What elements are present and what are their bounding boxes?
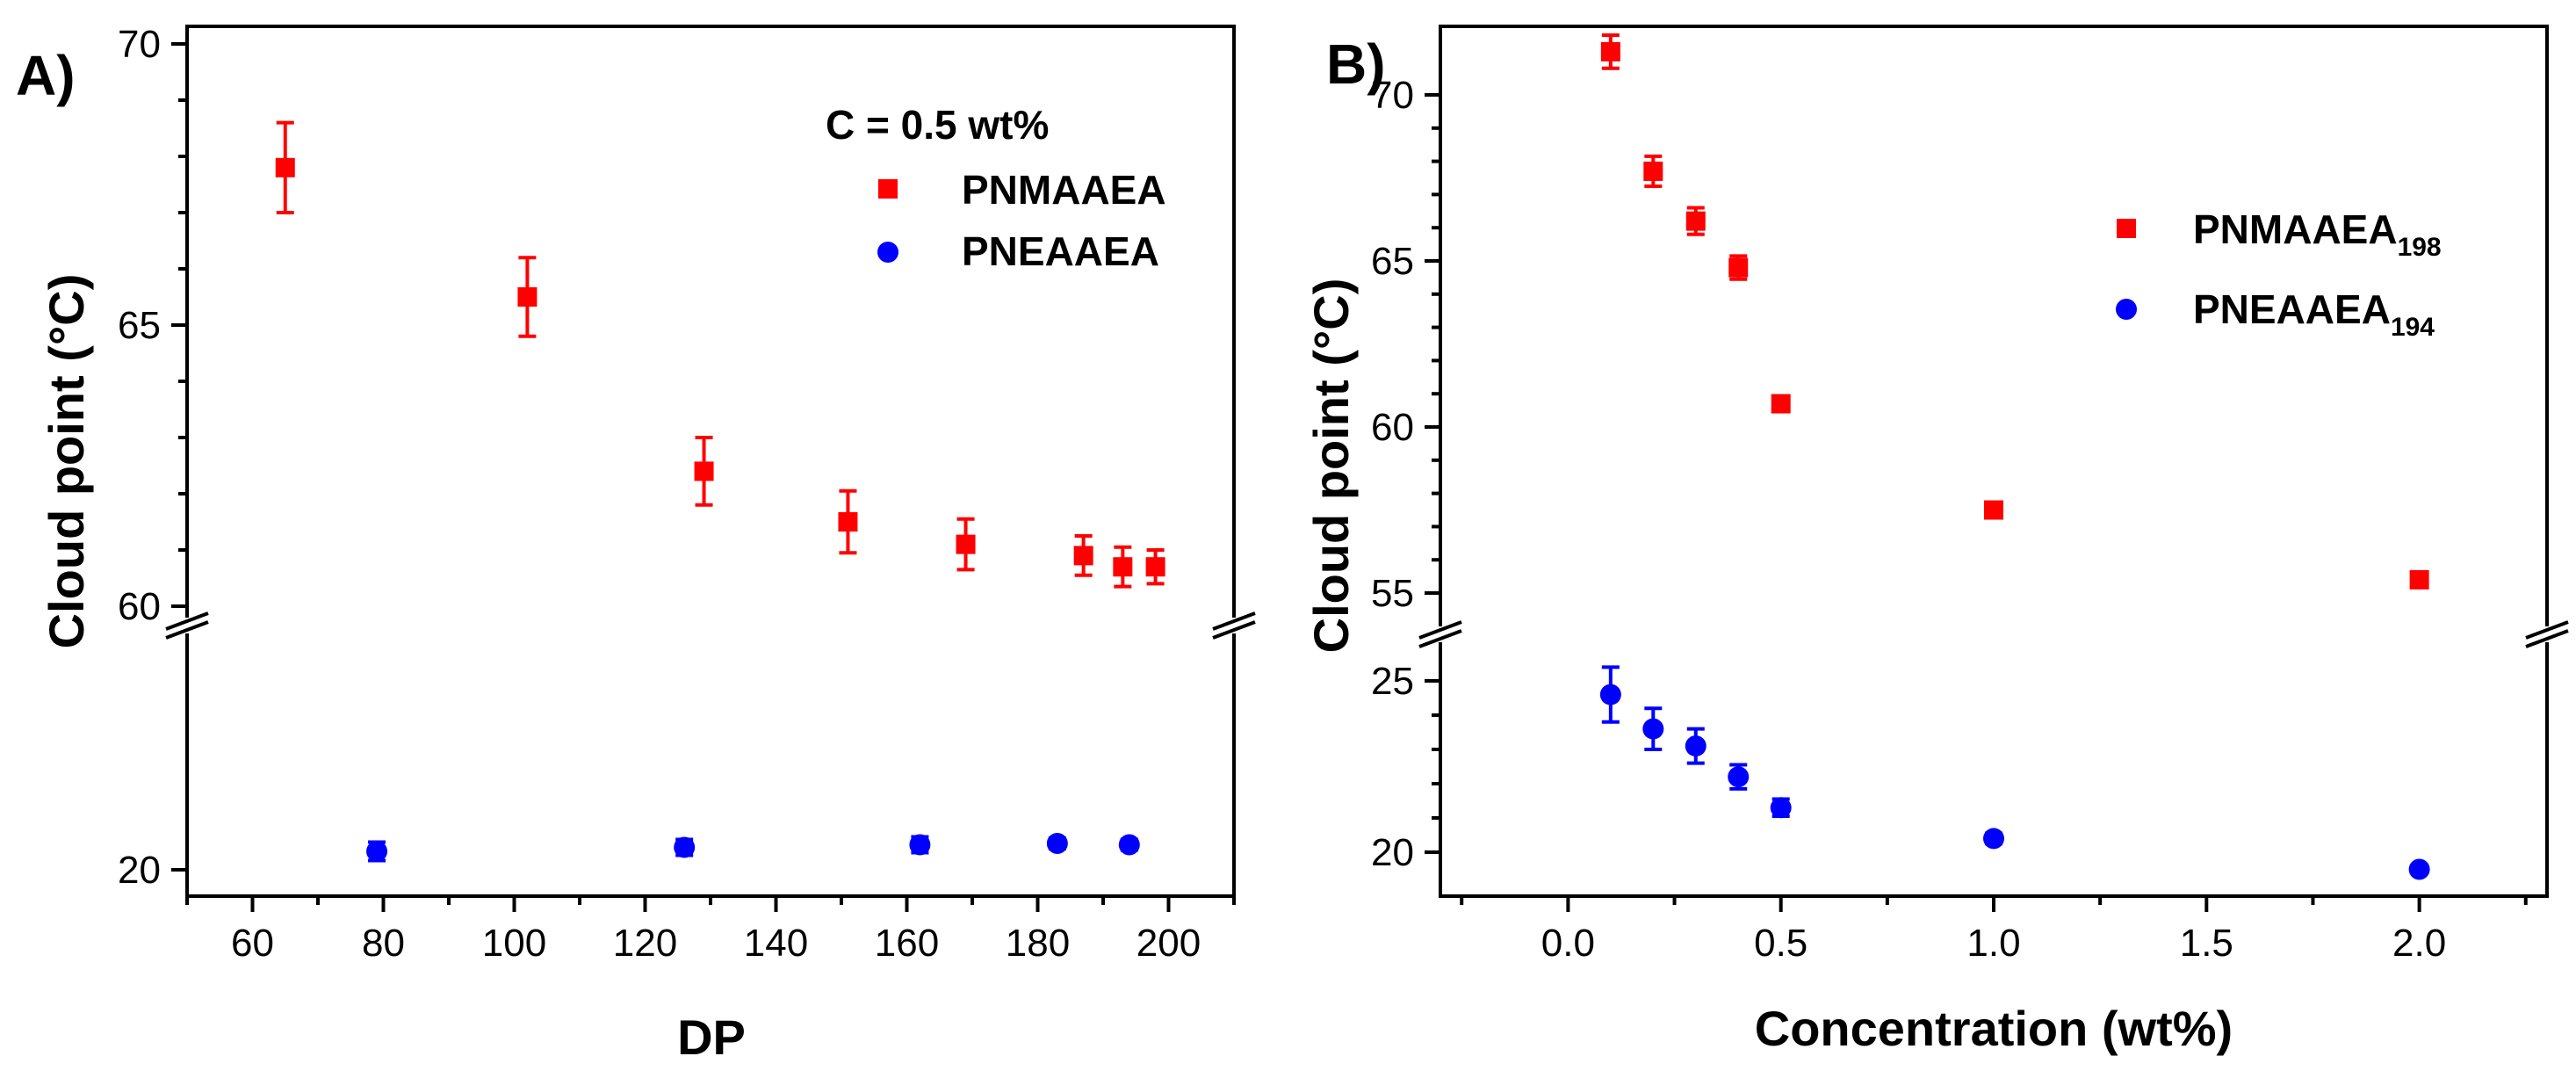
panel-b-axis-break-mark — [2525, 629, 2569, 648]
panel-b-axis-break-mark — [2525, 620, 2569, 640]
panel-a-point-pnmaaea — [956, 534, 976, 554]
panel-b-x-tick-label: 0.5 — [1754, 922, 1808, 965]
panel-a-x-tick-label: 60 — [231, 922, 274, 965]
panel-a-y-tick-label-upper: 60 — [118, 585, 161, 628]
panel-a-point-pneaaea — [366, 841, 388, 862]
panel-b-legend-marker-pneaaea — [2116, 299, 2137, 320]
panel-b-point-pneaaea — [1770, 797, 1792, 819]
panel-a-y-tick-label-upper: 70 — [118, 23, 161, 66]
panel-a-axis-break-mark — [1212, 620, 1256, 640]
panel-a-legend-item-pneaaea: PNEAAEA — [877, 228, 1159, 274]
panel-a-x-tick-label: 140 — [744, 922, 808, 965]
panel-a-axis-break-mark — [165, 611, 209, 631]
panel-b-x-tick-label: 0.0 — [1541, 922, 1595, 965]
panel-b-point-pneaaea — [1983, 828, 2004, 850]
panel-a-point-pnmaaea — [1145, 557, 1165, 577]
panel-a-point-pnmaaea — [1113, 557, 1133, 577]
svg-text:PNMAAEA198: PNMAAEA198 — [2193, 206, 2442, 262]
panel-a-axis-break-mark — [1212, 611, 1256, 631]
panel-a-point-pnmaaea — [1073, 546, 1093, 566]
panel-b-point-pnmaaea — [1984, 500, 2003, 520]
panel-b-point-pnmaaea — [1685, 211, 1706, 231]
panel-b-legend-label-pneaaea: PNEAAEA — [2193, 286, 2391, 332]
panel-a-x-tick-label: 100 — [482, 922, 546, 965]
panel-b-plot-frame — [1439, 25, 2549, 898]
panel-b-y-tick-label-upper: 65 — [1371, 240, 1414, 283]
panel-b-y-tick-label-upper: 70 — [1371, 74, 1414, 117]
panel-b-legend-subscript-pnmaaea: 198 — [2398, 233, 2442, 262]
panel-a-chart: A) DP Cloud point (°C) C = 0.5 wt% PNMAA… — [16, 23, 1256, 1065]
panel-b-axis-break-gap — [2526, 626, 2568, 642]
panel-a-legend-label-pnmaaea: PNMAAEA — [962, 167, 1166, 213]
panel-b-y-tick-label-lower: 20 — [1371, 831, 1414, 874]
panel-a-y-axis-label: Cloud point (°C) — [39, 274, 94, 649]
panel-b-point-pneaaea — [1685, 735, 1707, 757]
panel-b-point-pneaaea — [1599, 684, 1621, 705]
panel-a-x-tick-label: 200 — [1136, 922, 1201, 965]
panel-b-legend-subscript-pneaaea: 194 — [2391, 313, 2435, 342]
panel-b-point-pneaaea — [1728, 766, 1750, 788]
panel-a-label: A) — [16, 44, 76, 107]
svg-text:PNEAAEA194: PNEAAEA194 — [2193, 286, 2435, 342]
panel-a-axis-break-mark — [165, 620, 209, 640]
panel-b-axis-break-mark — [1418, 629, 1462, 648]
panel-a-x-tick-label: 160 — [875, 922, 939, 965]
panel-b-legend-label-pnmaaea: PNMAAEA — [2193, 206, 2398, 252]
panel-a-axis-break-gap — [166, 618, 208, 633]
panel-b-legend-item-pneaaea: PNEAAEA194 — [2116, 286, 2435, 342]
panel-a-y-tick-label-upper: 65 — [118, 304, 161, 347]
panel-b-point-pnmaaea — [1771, 394, 1791, 414]
panel-b-chart: B) Concentration (wt%) Cloud point (°C) … — [1303, 25, 2569, 1056]
panel-a-x-tick-label: 120 — [613, 922, 677, 965]
panel-a-y-tick-label-lower: 20 — [118, 849, 161, 892]
panel-b-point-pnmaaea — [2409, 569, 2429, 590]
panel-b-y-tick-label-lower: 25 — [1371, 660, 1414, 703]
panel-b-x-tick-label: 2.0 — [2392, 922, 2446, 965]
panel-b-axis-break-gap — [1419, 626, 1461, 642]
panel-b-point-pneaaea — [2408, 858, 2430, 880]
panel-a-x-axis-label: DP — [677, 1009, 746, 1065]
panel-a-point-pneaaea — [1118, 834, 1140, 856]
panel-b-axis-break-mark — [1418, 620, 1462, 640]
panel-a-legend-label-pneaaea: PNEAAEA — [962, 228, 1159, 274]
panel-a-legend-title: C = 0.5 wt% — [826, 102, 1049, 148]
panel-b-label: B) — [1326, 33, 1386, 96]
panel-a-point-pneaaea — [674, 836, 696, 858]
panel-a-point-pneaaea — [1046, 833, 1068, 854]
panel-b-y-axis-label: Cloud point (°C) — [1303, 279, 1359, 654]
panel-b-x-axis-label: Concentration (wt%) — [1755, 1001, 2233, 1056]
panel-a-x-tick-label: 80 — [362, 922, 405, 965]
panel-b-marks: 0.0 0.5 1.0 1.5 2.0 55 60 65 70 20 25 — [1371, 33, 2569, 965]
panel-a-point-pnmaaea — [517, 287, 538, 307]
panel-a-point-pneaaea — [909, 834, 931, 856]
panel-b-legend-marker-pnmaaea — [2117, 219, 2136, 238]
panel-a-axis-break-gap — [1213, 618, 1255, 633]
panel-b-point-pnmaaea — [1643, 161, 1663, 181]
panel-a-legend-marker-pneaaea — [877, 242, 898, 263]
panel-b-y-tick-label-upper: 60 — [1371, 406, 1414, 449]
panel-a-marks: 60 80 100 120 140 160 180 200 60 65 70 20 — [118, 23, 1256, 965]
panel-b-y-tick-label-upper: 55 — [1371, 572, 1414, 615]
panel-b-point-pnmaaea — [1728, 257, 1749, 278]
panel-a-point-pnmaaea — [275, 157, 295, 177]
panel-a-point-pnmaaea — [694, 461, 714, 481]
panel-b-point-pnmaaea — [1600, 41, 1620, 61]
panel-a-point-pnmaaea — [838, 512, 858, 532]
panel-a-legend-marker-pnmaaea — [878, 179, 898, 199]
panel-a-plot-frame — [185, 25, 1236, 898]
panel-b-legend-item-pnmaaea: PNMAAEA198 — [2117, 206, 2442, 262]
panel-a-x-tick-label: 180 — [1006, 922, 1070, 965]
panel-b-x-tick-label: 1.0 — [1966, 922, 2020, 965]
panel-b-point-pneaaea — [1642, 718, 1664, 740]
panel-a-legend-item-pnmaaea: PNMAAEA — [878, 167, 1166, 213]
panel-b-x-tick-label: 1.5 — [2180, 922, 2233, 965]
